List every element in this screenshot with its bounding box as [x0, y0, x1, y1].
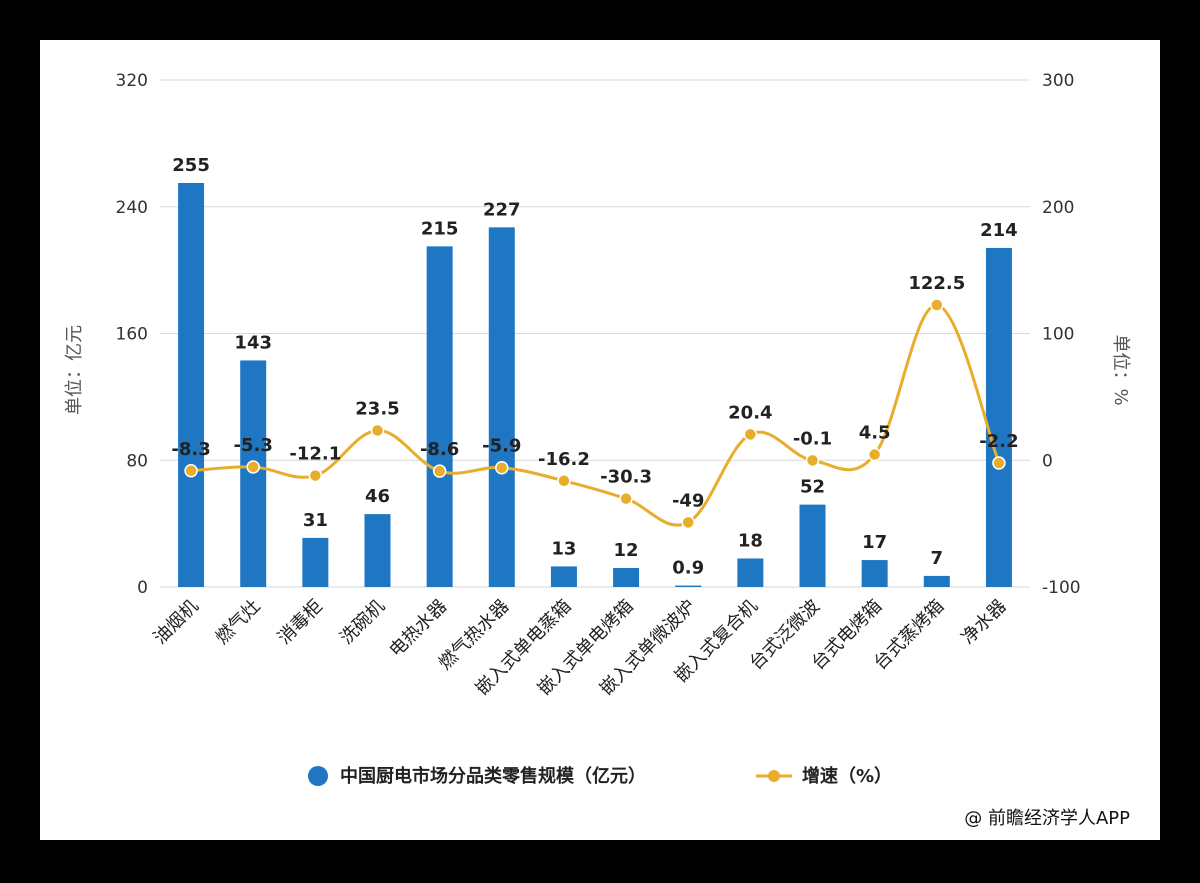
growth-line	[190, 303, 1001, 527]
bar	[675, 585, 702, 587]
bar	[488, 227, 515, 588]
growth-point	[619, 491, 633, 506]
growth-value-label: 23.5	[355, 398, 399, 419]
bar-value-label: 52	[800, 477, 825, 498]
bar	[426, 246, 453, 587]
y-tick-label: 160	[116, 325, 148, 345]
growth-value-label: -49	[672, 490, 705, 511]
legend-bar-marker	[308, 766, 328, 786]
growth-point	[805, 453, 820, 468]
y2-tick-label: -100	[1042, 578, 1081, 598]
y2-axis-title: 单位：%	[1110, 334, 1131, 405]
growth-value-label: -8.6	[420, 439, 459, 460]
growth-value-label: -5.3	[234, 435, 273, 456]
growth-point	[930, 298, 944, 312]
legend-line-marker	[768, 770, 780, 782]
growth-point	[743, 427, 758, 442]
growth-point	[308, 468, 323, 483]
growth-value-label: 4.5	[859, 423, 891, 444]
bar-value-label: 214	[980, 220, 1018, 241]
y2-tick-label: 0	[1042, 451, 1053, 471]
y-tick-label: 80	[126, 451, 148, 471]
growth-point	[246, 460, 260, 474]
growth-point	[370, 423, 385, 438]
bar-value-label: 12	[614, 540, 639, 561]
growth-value-label: -2.2	[979, 431, 1018, 452]
credit-text: @ 前瞻经济学人APP	[964, 808, 1130, 829]
growth-value-label: -12.1	[289, 444, 341, 465]
bar	[737, 558, 764, 587]
chart-frame: 0 80 160 240 320 -100 0 100 200 300 255 143 31 46 215…	[40, 40, 1160, 840]
bar	[861, 560, 888, 587]
growth-point	[495, 460, 509, 475]
growth-value-label: -8.3	[171, 439, 210, 460]
y-tick-label: 240	[116, 198, 148, 218]
growth-value-label: -30.3	[600, 467, 652, 488]
bar	[799, 504, 826, 587]
x-category-label: 消毒柜	[274, 596, 327, 649]
growth-value-label: 122.5	[908, 273, 965, 294]
y-tick-label: 0	[137, 578, 148, 598]
bar	[364, 514, 391, 587]
bar-value-label: 46	[365, 486, 390, 507]
line-layer	[184, 298, 1006, 530]
bar-value-label: 7	[931, 548, 944, 569]
bar-value-label: 143	[234, 332, 272, 353]
growth-value-label: -16.2	[538, 449, 590, 470]
chart-svg: 0 80 160 240 320 -100 0 100 200 300 255 143 31 46 215…	[64, 71, 1131, 829]
bar	[550, 566, 577, 587]
bar	[985, 247, 1012, 587]
bar-value-label: 215	[421, 218, 459, 239]
bar-value-label: 31	[303, 510, 328, 531]
bar-layer	[178, 182, 1012, 588]
bar	[613, 567, 640, 587]
label-layer: 255 143 31 46 215 227 13 12 0.9 18 52 17 7 214 -8.3 -5.…	[150, 155, 1019, 700]
bar-value-label: 255	[172, 155, 210, 176]
growth-point	[867, 447, 882, 462]
growth-point	[432, 464, 447, 478]
growth-value-label: -5.9	[482, 436, 521, 457]
y-axis-title: 单位：亿元	[64, 325, 85, 415]
grid-layer: 0 80 160 240 320 -100 0 100 200 300	[116, 71, 1081, 598]
y-tick-label: 320	[116, 71, 148, 91]
bar-value-label: 13	[551, 538, 576, 559]
bar-value-label: 18	[738, 530, 763, 551]
legend: 中国厨电市场分品类零售规模（亿元） 增速（%）	[308, 765, 892, 787]
bar	[923, 575, 950, 587]
y2-tick-label: 200	[1042, 198, 1074, 218]
growth-value-label: 20.4	[728, 402, 772, 423]
growth-point	[557, 474, 571, 488]
bar	[302, 537, 329, 587]
legend-bar-label: 中国厨电市场分品类零售规模（亿元）	[340, 765, 646, 787]
x-category-label: 燃气灶	[212, 596, 265, 649]
bar-value-label: 227	[483, 199, 521, 220]
legend-line-label: 增速（%）	[802, 765, 892, 787]
x-category-label: 净水器	[957, 596, 1010, 649]
y2-tick-label: 300	[1042, 71, 1074, 91]
bar-value-label: 17	[862, 532, 887, 553]
bar	[178, 182, 205, 587]
growth-value-label: -0.1	[793, 428, 832, 449]
x-category-label: 洗碗机	[336, 596, 389, 649]
growth-point	[184, 464, 198, 478]
y2-tick-label: 100	[1042, 325, 1074, 345]
growth-point	[992, 456, 1006, 470]
x-category-label: 油烟机	[150, 596, 203, 649]
bar-value-label: 0.9	[672, 558, 704, 579]
growth-point	[681, 515, 695, 530]
